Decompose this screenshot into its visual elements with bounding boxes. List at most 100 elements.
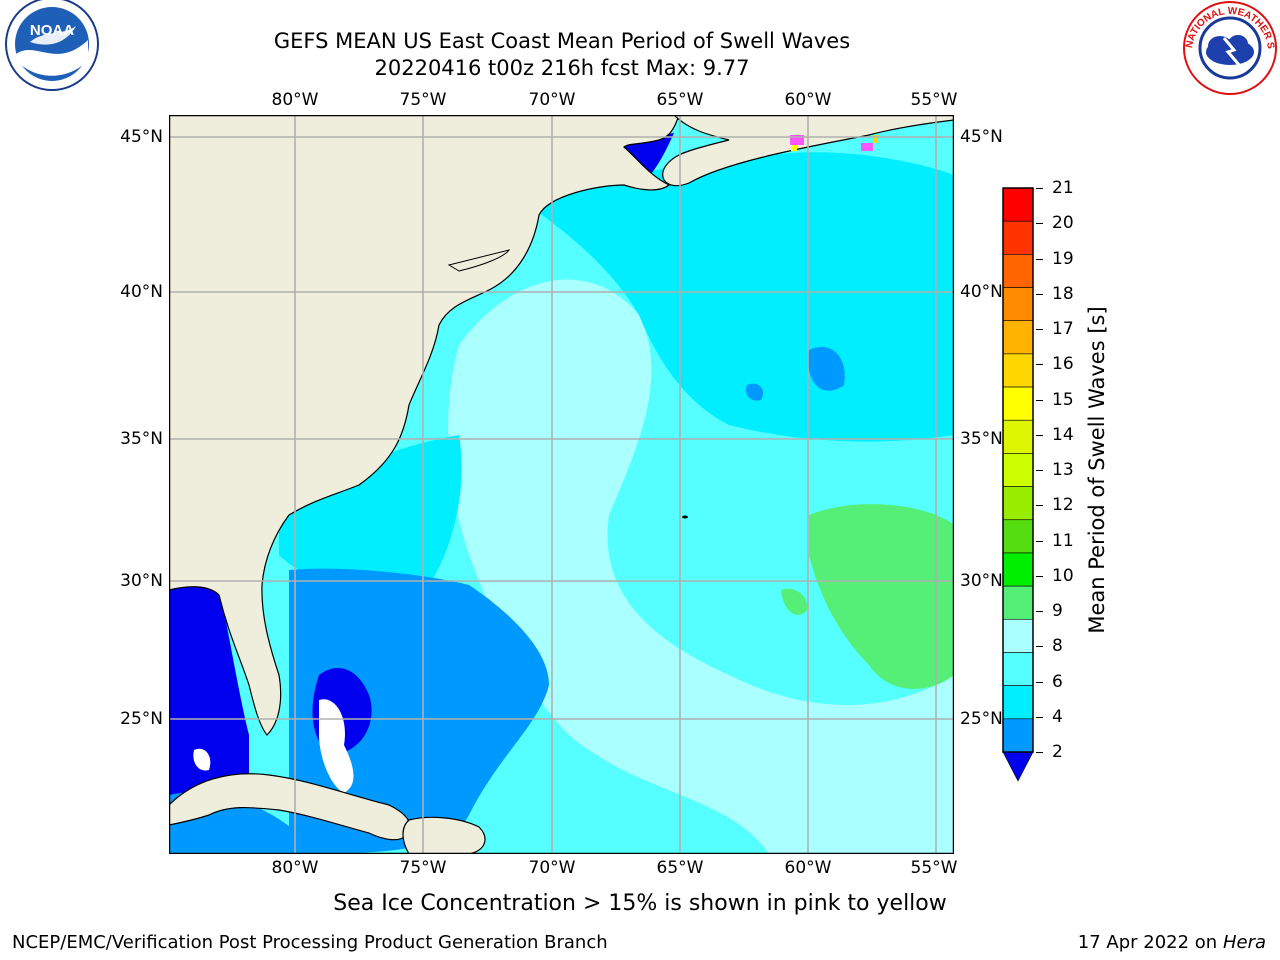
colorbar-tick-label: 8: [1052, 636, 1063, 657]
colorbar-tick: [1036, 540, 1043, 542]
swell-2-4s-region: [289, 568, 549, 854]
sea-ice-marker: [861, 143, 873, 151]
lat-label-right: 25°N: [960, 709, 1003, 729]
footer-date: 17 Apr 2022 on Hera: [1078, 932, 1266, 953]
colorbar-tick: [1036, 646, 1043, 648]
colorbar-tick-label: 17: [1052, 319, 1074, 339]
lon-label-bottom: 75°W: [399, 858, 447, 878]
colorbar-tick: [1036, 611, 1043, 612]
colorbar-tick-label: 11: [1052, 530, 1074, 551]
lat-label-right: 40°N: [960, 282, 1003, 302]
swell-8-9s-region: [448, 279, 954, 854]
colorbar-tick: [1036, 223, 1043, 225]
colorbar-tick: [1036, 434, 1043, 436]
noaa-logo-text: NOAA: [30, 22, 74, 39]
colorbar-extension: [1002, 751, 1034, 782]
colorbar-tick-label: 21: [1052, 178, 1074, 198]
map-title: GEFS MEAN US East Coast Mean Period of S…: [273, 29, 851, 53]
sea-ice-marker: [790, 135, 804, 145]
colorbar-tick-label: 14: [1052, 424, 1074, 445]
colorbar-tick: [1036, 188, 1043, 189]
nws-logo: NATIONAL WEATHER SERVICE: [1178, 0, 1277, 95]
swell-4-6s-coastal: [279, 435, 462, 589]
land-cuba: [169, 773, 411, 841]
lon-label-top: 65°W: [656, 90, 704, 110]
colorbar-tick: [1036, 681, 1043, 683]
colorbar-segment: [1002, 320, 1034, 355]
colorbar-tick: [1036, 329, 1043, 330]
colorbar-segment: [1002, 453, 1034, 487]
no-data-bahamas: [319, 699, 354, 793]
swell-9-10s-region: [809, 504, 954, 689]
colorbar-tick: [1036, 716, 1043, 718]
no-data-gulf: [193, 748, 211, 771]
lon-label-bottom: 80°W: [271, 858, 319, 878]
colorbar-tick-label: 15: [1052, 389, 1074, 410]
land-maritimes: [662, 115, 954, 187]
lat-label-right: 35°N: [960, 429, 1003, 449]
land-long-island: [447, 249, 511, 272]
lat-label-left: 45°N: [120, 127, 163, 147]
lon-label-top: 75°W: [399, 90, 447, 110]
lon-label-bottom: 60°W: [784, 858, 832, 878]
lat-label-right: 45°N: [960, 127, 1003, 147]
colorbar: [1002, 187, 1034, 782]
sea-ice-marker: [873, 135, 878, 143]
colorbar-label: Mean Period of Swell Waves [s]: [1085, 306, 1109, 634]
footer-date-text: 17 Apr 2022 on: [1077, 932, 1223, 953]
swell-2-4s-patch-small: [745, 383, 764, 401]
lon-label-top: 55°W: [910, 90, 958, 110]
sea-ice-marker: [791, 145, 797, 151]
swell-4-6s-region: [529, 152, 954, 442]
swell-period-map: [169, 115, 954, 854]
map-subtitle: 20220416 t00z 216h fcst Max: 9.77: [374, 56, 750, 80]
colorbar-tick: [1036, 258, 1043, 260]
lat-label-left: 25°N: [120, 709, 163, 729]
colorbar-tick: [1036, 399, 1043, 401]
colorbar-tick: [1036, 293, 1043, 295]
colorbar-tick-label: 18: [1052, 283, 1074, 304]
footer-branch: NCEP/EMC/Verification Post Processing Pr…: [12, 932, 608, 953]
colorbar-segment: [1002, 652, 1034, 686]
lon-label-top: 70°W: [528, 90, 576, 110]
swell-2-4s-patch: [808, 346, 845, 391]
lon-label-top: 60°W: [784, 90, 832, 110]
noaa-logo: NOAA: [5, 0, 99, 91]
colorbar-segment: [1002, 552, 1034, 587]
swell-9-10s-patch: [781, 588, 808, 615]
colorbar-tick-label: 10: [1052, 565, 1074, 586]
lon-label-bottom: 55°W: [910, 858, 958, 878]
colorbar-segment: [1002, 486, 1034, 521]
colorbar-tick: [1036, 470, 1043, 471]
colorbar-tick-label: 19: [1052, 248, 1074, 269]
colorbar-tick-label: 4: [1052, 706, 1063, 727]
colorbar-tick: [1036, 364, 1043, 366]
colorbar-tick-label: 20: [1052, 213, 1074, 234]
land-north-america: [169, 115, 680, 736]
colorbar-segment: [1002, 254, 1034, 288]
colorbar-segment: [1002, 718, 1034, 753]
colorbar-tick: [1036, 575, 1043, 577]
colorbar-segment: [1002, 353, 1034, 388]
colorbar-segment: [1002, 220, 1034, 255]
colorbar-segment: [1002, 187, 1034, 222]
colorbar-segment: [1002, 287, 1034, 322]
colorbar-tick: [1036, 752, 1043, 753]
lon-label-bottom: 70°W: [528, 858, 576, 878]
colorbar-segment: [1002, 519, 1034, 554]
lat-label-right: 30°N: [960, 571, 1003, 591]
colorbar-tick-label: 6: [1052, 671, 1063, 692]
colorbar-segment: [1002, 419, 1034, 454]
lon-label-top: 80°W: [271, 90, 319, 110]
colorbar-segment: [1002, 386, 1034, 421]
colorbar-tick: [1036, 505, 1043, 507]
colorbar-segment: [1002, 685, 1034, 720]
lon-label-bottom: 65°W: [656, 858, 704, 878]
footer-machine: Hera: [1222, 932, 1266, 953]
map-frame: [169, 115, 954, 854]
graticule: [169, 115, 954, 854]
lat-label-left: 35°N: [120, 429, 163, 449]
colorbar-tick-label: 16: [1052, 354, 1074, 375]
bermuda-dot: [682, 515, 688, 519]
sea-ice-note: Sea Ice Concentration > 15% is shown in …: [333, 891, 947, 916]
